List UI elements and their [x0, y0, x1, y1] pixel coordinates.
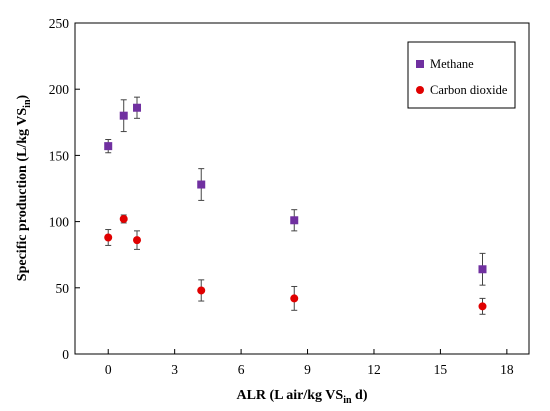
y-tick-label: 250	[49, 16, 70, 31]
methane-point	[119, 111, 128, 120]
x-axis-title-subscript: in	[343, 395, 352, 406]
x-axis-title-tail: d)	[352, 388, 368, 403]
x-tick-label: 15	[434, 362, 448, 377]
y-axis-title: Specific production (L/kg VSin)	[15, 94, 33, 281]
x-tick-label: 0	[105, 362, 112, 377]
y-axis-title-tail: )	[15, 94, 30, 99]
y-tick-label: 0	[62, 347, 69, 362]
carbon-dioxide-point	[290, 294, 299, 303]
legend: Methane Carbon dioxide	[407, 41, 516, 109]
x-tick-label: 6	[238, 362, 245, 377]
x-tick-label: 18	[500, 362, 514, 377]
x-tick-label: 3	[171, 362, 178, 377]
methane-point	[104, 142, 113, 151]
methane-point	[197, 180, 206, 189]
carbon-dioxide-point	[478, 302, 487, 311]
methane-point	[478, 265, 487, 274]
y-axis-title-main: Specific production (L/kg VS	[15, 108, 30, 282]
x-axis: 0 3 6 9 12 15 18	[105, 349, 514, 377]
legend-label-methane: Methane	[430, 57, 474, 71]
y-axis: 0 50 100 150 200 250	[49, 16, 80, 362]
x-axis-title-main: ALR (L air/kg VS	[236, 388, 343, 403]
plot-frame	[74, 22, 530, 355]
x-tick-label: 12	[367, 362, 381, 377]
y-axis-title-subscript: in	[22, 99, 33, 108]
legend-label-carbon-dioxide: Carbon dioxide	[430, 83, 508, 97]
legend-marker-carbon-dioxide	[416, 86, 424, 94]
carbon-dioxide-point	[119, 214, 128, 223]
carbon-dioxide-point	[104, 233, 113, 242]
x-tick-label: 9	[304, 362, 311, 377]
data-marks	[104, 96, 487, 315]
legend-marker-methane	[416, 60, 424, 68]
x-axis-title: ALR (L air/kg VSin d)	[236, 388, 367, 406]
y-tick-label: 50	[56, 281, 70, 296]
carbon-dioxide-point	[197, 286, 206, 295]
methane-point	[290, 216, 299, 225]
carbon-dioxide-point	[133, 236, 142, 245]
y-tick-label: 200	[49, 82, 70, 97]
legend-box	[407, 41, 516, 109]
y-tick-label: 150	[49, 148, 70, 163]
y-tick-label: 100	[49, 215, 70, 230]
methane-point	[133, 103, 142, 112]
